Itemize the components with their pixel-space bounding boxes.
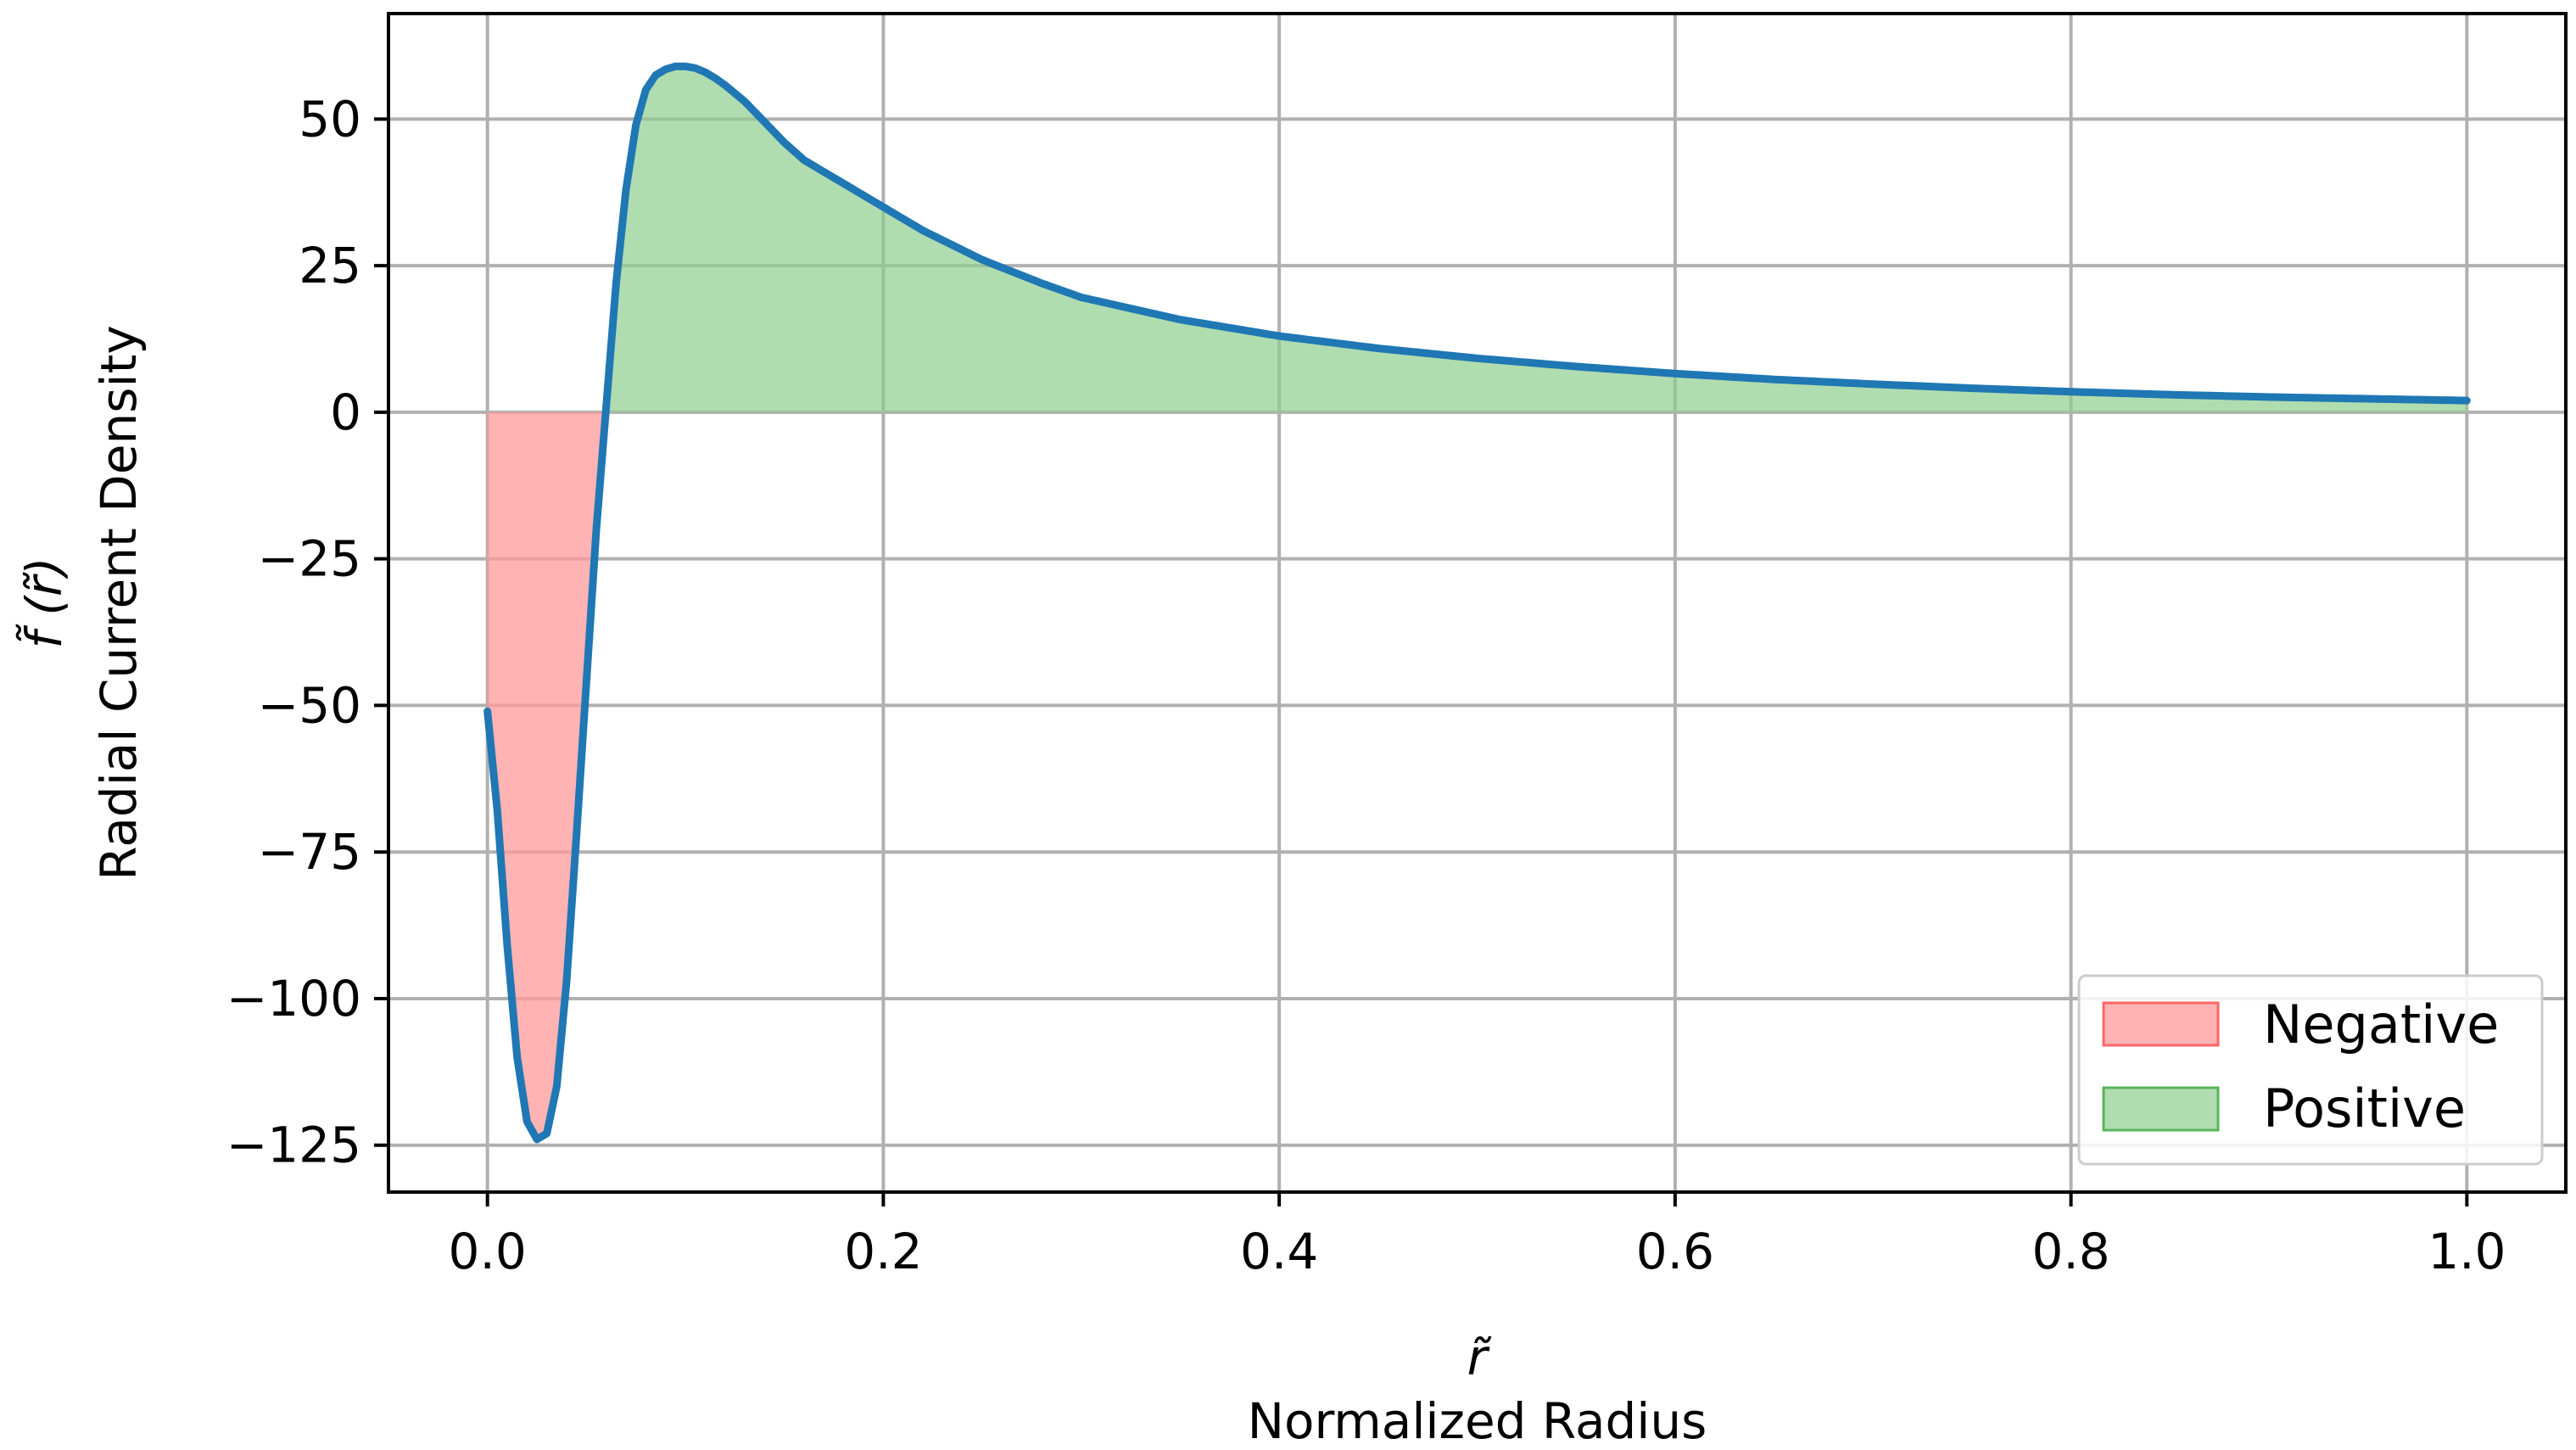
- y-tick-label: 0: [330, 383, 361, 441]
- y-tick-label: −100: [226, 970, 361, 1027]
- y-tick-label: 25: [299, 237, 361, 294]
- x-axis-ticks: 0.0 0.2 0.4 0.6 0.8 1.0: [449, 1192, 2506, 1280]
- positive-area: [606, 66, 2467, 412]
- x-tick-label: 0.6: [1636, 1223, 1714, 1280]
- y-tick-label: −75: [258, 823, 361, 881]
- area-fills: [487, 66, 2467, 1139]
- x-tick-label: 1.0: [2428, 1223, 2506, 1280]
- legend: Negative Positive: [2077, 974, 2544, 1166]
- x-tick-label: 0.2: [844, 1223, 922, 1280]
- y-tick-label: −125: [226, 1117, 361, 1174]
- y-axis-symbol: f̃ (r̃): [14, 557, 73, 649]
- x-tick-label: 0.8: [2031, 1223, 2109, 1280]
- legend-label-positive: Positive: [2263, 1078, 2466, 1139]
- legend-swatch-positive: [2102, 1086, 2220, 1132]
- legend-label-negative: Negative: [2263, 994, 2499, 1055]
- y-tick-label: 50: [299, 90, 361, 148]
- y-axis-label: Radial Current Density: [90, 325, 148, 880]
- x-axis-label: Normalized Radius: [1248, 1392, 1707, 1450]
- negative-area: [487, 411, 606, 1139]
- series-line: [483, 62, 2471, 1144]
- data-line: [483, 62, 2471, 1144]
- axes-frame: [387, 12, 2568, 1194]
- legend-swatch-negative: [2102, 1001, 2220, 1047]
- y-axis-ticks: 50 25 0 −25 −50 −75 −100 −125: [226, 90, 388, 1174]
- x-tick-label: 0.0: [449, 1223, 527, 1280]
- x-tick-label: 0.4: [1240, 1223, 1318, 1280]
- y-tick-label: −25: [258, 530, 361, 588]
- y-tick-label: −50: [258, 676, 361, 734]
